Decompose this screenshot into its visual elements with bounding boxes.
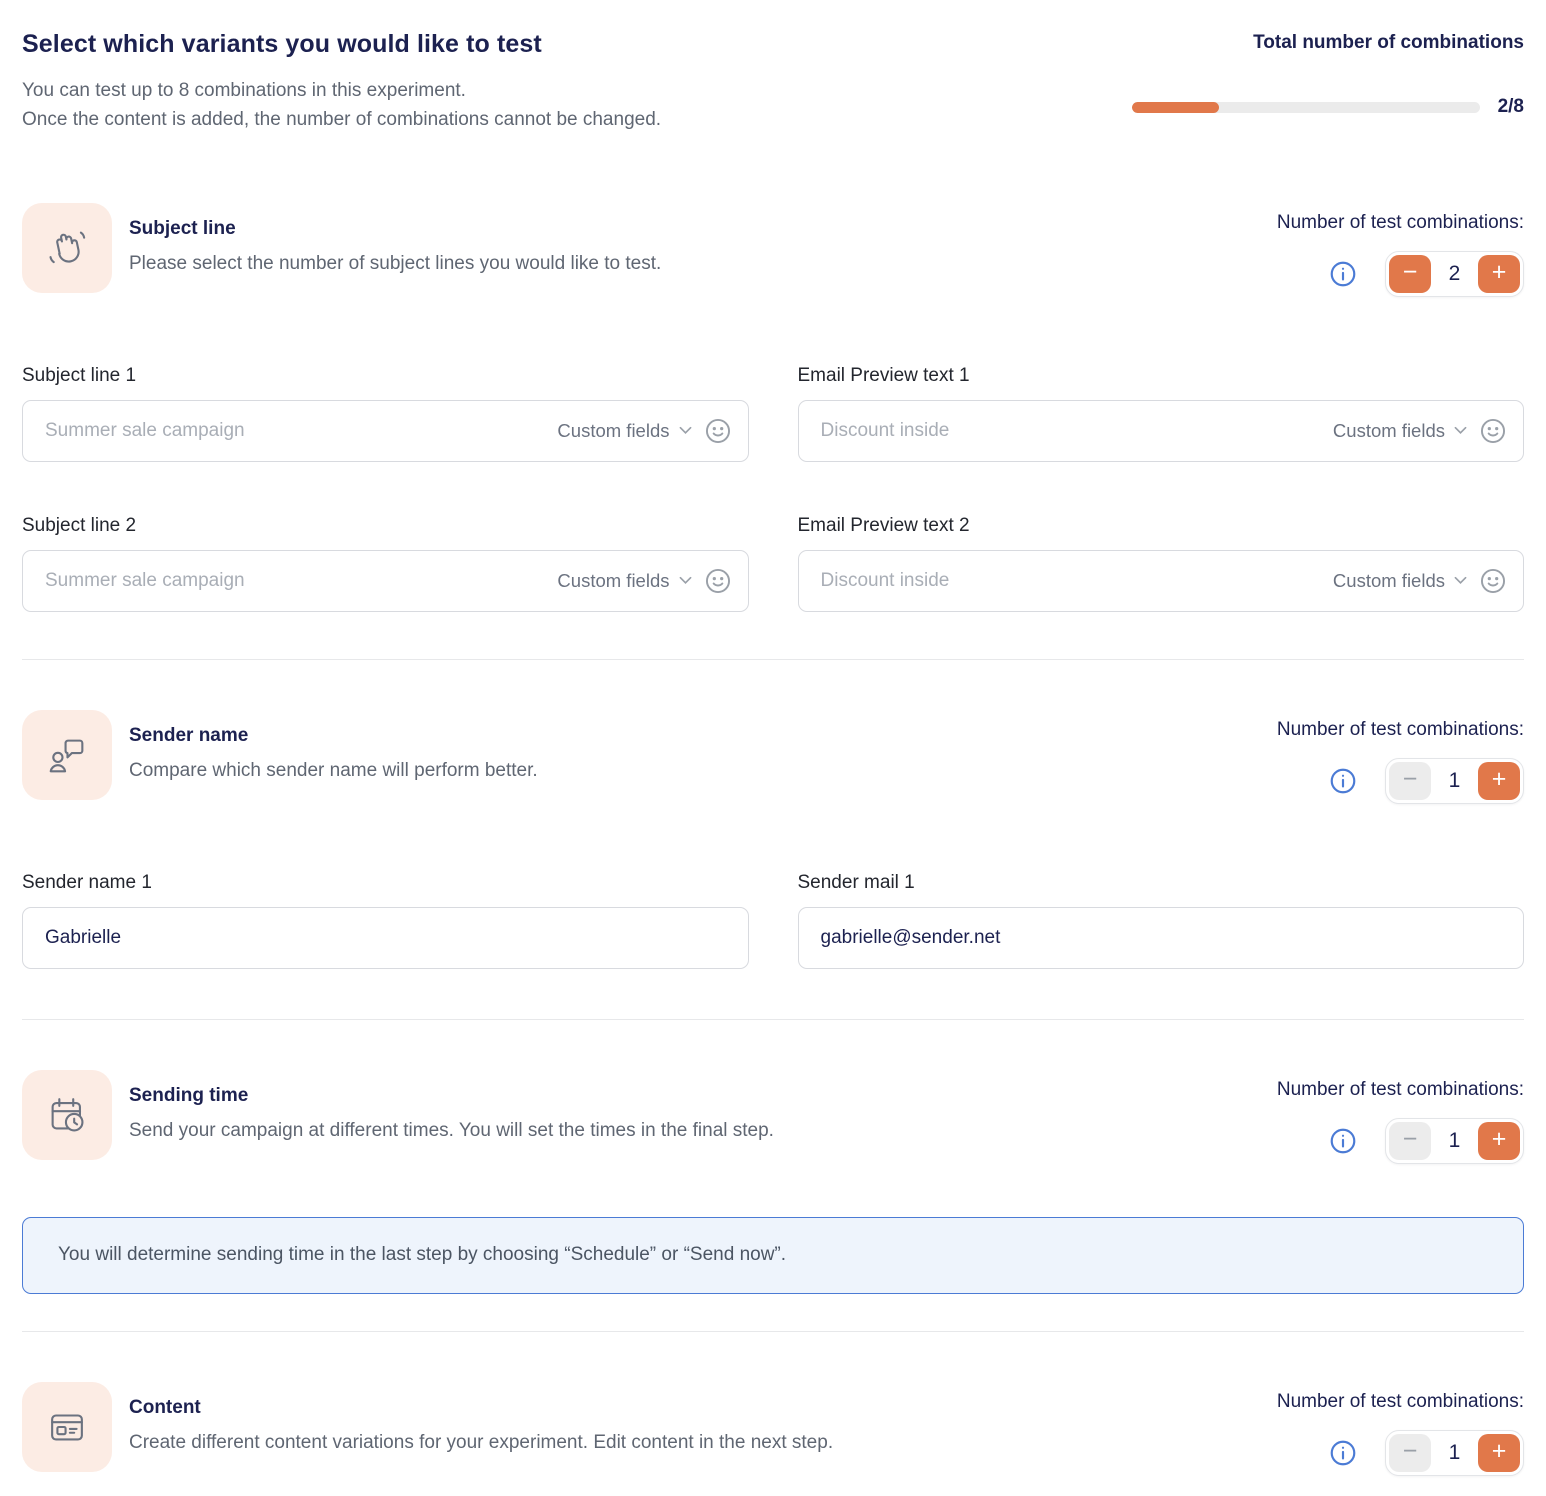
section-description: Create different content variations for …: [129, 1431, 834, 1453]
stepper-value: 1: [1448, 1128, 1461, 1152]
page-title: Select which variants you would like to …: [22, 30, 542, 58]
email-preview-2-field: Custom fields: [797, 549, 1524, 612]
section-title: Subject line: [129, 217, 236, 239]
field-label: Email Preview text 2: [797, 514, 970, 536]
person-chat-icon: [22, 709, 112, 800]
combinations-progress-row: 2/8: [1132, 96, 1524, 118]
section-subject-line: Subject line Please select the number of…: [22, 202, 1524, 297]
custom-fields-dropdown[interactable]: Custom fields: [557, 570, 691, 592]
sender-name-1-field: [22, 906, 749, 969]
increase-button[interactable]: +: [1478, 1433, 1520, 1472]
progress-fill: [1132, 101, 1219, 113]
subject-line-2-input[interactable]: [43, 568, 558, 593]
increase-button[interactable]: +: [1478, 761, 1520, 800]
chevron-down-icon: [1454, 577, 1467, 585]
field-label: Subject line 2: [22, 514, 137, 536]
subject-line-stepper: − 2 +: [1385, 250, 1524, 297]
combinations-summary: Total number of combinations 2/8: [1132, 30, 1524, 118]
stepper-label: Number of test combinations:: [1276, 1078, 1524, 1100]
field-label: Sender name 1: [22, 871, 152, 893]
sender-mail-1-field: [797, 906, 1524, 969]
waving-hand-icon: [22, 202, 112, 293]
header-text: Select which variants you would like to …: [22, 30, 661, 135]
emoji-picker-icon[interactable]: [705, 568, 731, 594]
decrease-button[interactable]: −: [1389, 1121, 1431, 1160]
combinations-count: 2/8: [1497, 96, 1524, 117]
decrease-button[interactable]: −: [1389, 761, 1431, 800]
email-preview-2-input[interactable]: [818, 568, 1333, 593]
sender-name-1-input[interactable]: [43, 925, 731, 950]
stepper-value: 1: [1448, 1440, 1461, 1464]
subject-fields-row-2: Subject line 2 Custom fields Email Previ…: [22, 515, 1524, 612]
section-title: Content: [129, 1396, 201, 1418]
emoji-picker-icon[interactable]: [705, 418, 731, 444]
email-preview-1-input[interactable]: [818, 418, 1333, 443]
section-divider: [22, 658, 1524, 660]
sending-time-stepper: − 1 +: [1385, 1117, 1524, 1164]
custom-fields-dropdown[interactable]: Custom fields: [1333, 420, 1467, 442]
section-description: Send your campaign at different times. Y…: [129, 1119, 774, 1141]
emoji-picker-icon[interactable]: [1480, 418, 1506, 444]
custom-fields-dropdown[interactable]: Custom fields: [557, 420, 691, 442]
increase-button[interactable]: +: [1478, 1121, 1520, 1160]
chevron-down-icon: [679, 577, 691, 585]
section-content: Content Create different content variati…: [22, 1381, 1524, 1476]
combinations-label: Total number of combinations: [1253, 32, 1524, 53]
page-subtitle-line1: You can test up to 8 combinations in thi…: [22, 80, 466, 101]
stepper-value: 2: [1448, 261, 1461, 285]
email-preview-1-field: Custom fields: [797, 399, 1524, 462]
chevron-down-icon: [1454, 427, 1467, 435]
field-label: Sender mail 1: [797, 871, 915, 893]
sending-time-notice: You will determine sending time in the l…: [22, 1216, 1524, 1294]
info-icon[interactable]: [1330, 1440, 1356, 1466]
custom-fields-dropdown[interactable]: Custom fields: [1333, 570, 1467, 592]
section-divider: [22, 1018, 1524, 1020]
calendar-clock-icon: [22, 1069, 112, 1160]
stepper-label: Number of test combinations:: [1276, 211, 1524, 233]
sender-fields-row: Sender name 1 Sender mail 1: [22, 872, 1524, 969]
section-title: Sending time: [129, 1084, 249, 1106]
decrease-button[interactable]: −: [1389, 254, 1431, 293]
stepper-label: Number of test combinations:: [1276, 1390, 1524, 1412]
page-subtitle-line2: Once the content is added, the number of…: [22, 109, 662, 131]
section-sender-name: Sender name Compare which sender name wi…: [22, 709, 1524, 804]
content-stepper: − 1 +: [1385, 1429, 1524, 1476]
subject-line-1-field: Custom fields: [22, 399, 749, 462]
info-icon[interactable]: [1330, 261, 1356, 287]
field-label: Email Preview text 1: [797, 364, 970, 386]
content-layout-icon: [22, 1381, 112, 1472]
progress-bar: [1132, 101, 1480, 113]
increase-button[interactable]: +: [1478, 254, 1520, 293]
section-description: Please select the number of subject line…: [129, 252, 662, 274]
section-sending-time: Sending time Send your campaign at diffe…: [22, 1069, 1524, 1164]
subject-line-1-input[interactable]: [43, 418, 558, 443]
page-header: Select which variants you would like to …: [22, 30, 1524, 135]
field-label: Subject line 1: [22, 364, 137, 386]
stepper-value: 1: [1448, 768, 1461, 792]
section-title: Sender name: [129, 724, 249, 746]
section-description: Compare which sender name will perform b…: [129, 759, 538, 781]
section-divider: [22, 1330, 1524, 1332]
chevron-down-icon: [679, 427, 691, 435]
subject-line-2-field: Custom fields: [22, 549, 749, 612]
info-icon[interactable]: [1330, 768, 1356, 794]
sender-name-stepper: − 1 +: [1385, 757, 1524, 804]
sender-mail-1-input[interactable]: [818, 925, 1506, 950]
subject-fields-row-1: Subject line 1 Custom fields Email Previ…: [22, 365, 1524, 462]
stepper-label: Number of test combinations:: [1276, 718, 1524, 740]
emoji-picker-icon[interactable]: [1480, 568, 1506, 594]
decrease-button[interactable]: −: [1389, 1433, 1431, 1472]
info-icon[interactable]: [1330, 1128, 1356, 1154]
